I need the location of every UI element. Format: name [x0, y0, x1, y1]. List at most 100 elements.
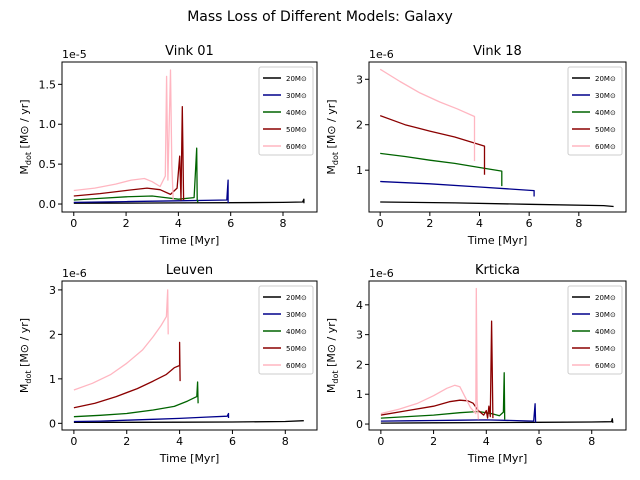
legend-box — [258, 66, 314, 156]
x-tick-label: 8 — [575, 217, 582, 230]
legend: 20M⊙ 30M⊙ 40M⊙ 50M⊙ 60M⊙ — [258, 66, 314, 156]
y-axis-label: Mdot [M⊙ / yr] — [325, 99, 340, 174]
series-line-4 — [73, 69, 174, 201]
legend-entry-label: 40M⊙ — [595, 109, 616, 117]
y-tick-label: 1.5 — [39, 78, 57, 91]
legend-entry-label: 30M⊙ — [595, 92, 616, 100]
series-line-0 — [73, 420, 304, 424]
series-line-1 — [380, 180, 535, 197]
y-axis-label: Mdot [M⊙ / yr] — [18, 318, 33, 393]
y-tick-label: 0 — [356, 418, 363, 431]
subplot-title: Vink 01 — [165, 44, 214, 59]
y-tick-label: 0.5 — [39, 158, 57, 171]
x-tick-label: 0 — [70, 217, 77, 230]
series-group — [380, 287, 614, 424]
legend: 20M⊙ 30M⊙ 40M⊙ 50M⊙ 60M⊙ — [258, 285, 314, 375]
x-tick-label: 4 — [175, 217, 182, 230]
y-axis-label: Mdot [M⊙ / yr] — [18, 99, 33, 174]
series-line-1 — [73, 179, 230, 204]
legend-entry-label: 50M⊙ — [286, 345, 307, 353]
legend-entry-label: 60M⊙ — [595, 143, 616, 151]
legend-entry-label: 30M⊙ — [286, 311, 307, 319]
subplot-title: Vink 18 — [473, 44, 522, 59]
series-group — [73, 69, 305, 204]
legend-box — [567, 66, 623, 156]
x-tick-label: 0 — [377, 435, 384, 448]
axes-frame — [368, 61, 627, 213]
x-tick-label: 8 — [588, 435, 595, 448]
x-axis-label: Time [Myr] — [467, 234, 528, 247]
legend-entry-label: 50M⊙ — [595, 126, 616, 134]
y-tick-label: 1 — [49, 373, 56, 386]
x-tick-label: 2 — [123, 217, 130, 230]
series-line-2 — [73, 147, 199, 203]
series-line-2 — [380, 152, 503, 187]
legend-entry-label: 30M⊙ — [595, 311, 616, 319]
subplot-2: 0 2 4 6 8 0 1 2 3 Leuven Time [Myr] Mdot [M⊙ / yr] 1… — [18, 263, 318, 465]
subplot-grid: 0 2 4 6 8 0.0 0.5 1.0 1.5 Vink 01 Time [Myr] Mdot [… — [18, 44, 627, 465]
legend-entry-label: 60M⊙ — [286, 362, 307, 370]
legend-entry-label: 60M⊙ — [286, 143, 307, 151]
x-tick-label: 2 — [430, 435, 437, 448]
series-line-1 — [73, 412, 230, 423]
legend: 20M⊙ 30M⊙ 40M⊙ 50M⊙ 60M⊙ — [567, 66, 623, 156]
series-line-2 — [73, 381, 199, 418]
x-tick-label: 4 — [176, 435, 183, 448]
legend-entry-label: 20M⊙ — [595, 75, 616, 83]
series-line-0 — [380, 201, 614, 208]
axes-frame — [368, 280, 627, 431]
legend-entry-label: 50M⊙ — [595, 345, 616, 353]
legend-entry-label: 50M⊙ — [286, 126, 307, 134]
legend-entry-label: 20M⊙ — [286, 294, 307, 302]
series-line-3 — [73, 341, 181, 409]
axes-frame — [61, 61, 318, 213]
y-tick-label: 1 — [356, 388, 363, 401]
x-tick-label: 2 — [426, 217, 433, 230]
x-axis-label: Time [Myr] — [159, 452, 220, 465]
y-offset-label: 1e-5 — [62, 48, 87, 61]
x-tick-label: 6 — [526, 217, 533, 230]
x-tick-label: 6 — [229, 435, 236, 448]
subplot-1: 0 2 4 6 8 1 2 3 Vink 18 Time [Myr] Mdot [M⊙ / yr] 1… — [325, 44, 627, 247]
y-tick-label: 2 — [356, 358, 363, 371]
series-line-1 — [380, 403, 537, 423]
series-line-4 — [380, 287, 480, 420]
figure-title: Mass Loss of Different Models: Galaxy — [187, 9, 453, 25]
y-offset-label: 1e-6 — [62, 267, 87, 280]
y-tick-label: 2 — [356, 119, 363, 132]
legend-entry-label: 30M⊙ — [286, 92, 307, 100]
legend-entry-label: 40M⊙ — [286, 328, 307, 336]
series-line-0 — [73, 198, 305, 204]
x-tick-label: 6 — [227, 217, 234, 230]
legend-entry-label: 40M⊙ — [595, 328, 616, 336]
y-tick-label: 2 — [49, 328, 56, 341]
y-tick-label: 0.0 — [39, 198, 57, 211]
axes-frame — [61, 280, 318, 431]
legend: 20M⊙ 30M⊙ 40M⊙ 50M⊙ 60M⊙ — [567, 285, 623, 375]
subplot-0: 0 2 4 6 8 0.0 0.5 1.0 1.5 Vink 01 Time [Myr] Mdot [… — [18, 44, 318, 247]
y-axis-label: Mdot [M⊙ / yr] — [325, 318, 340, 393]
subplot-3: 0 2 4 6 8 0 1 2 3 4 Krticka Time [Myr] Mdot [M⊙ / yr… — [325, 263, 627, 465]
series-group — [73, 289, 304, 424]
y-tick-label: 3 — [356, 73, 363, 86]
series-line-3 — [73, 106, 185, 201]
y-tick-label: 4 — [356, 299, 363, 312]
x-tick-label: 8 — [280, 217, 287, 230]
x-tick-label: 4 — [476, 217, 483, 230]
legend-entry-label: 40M⊙ — [286, 109, 307, 117]
y-offset-label: 1e-6 — [369, 267, 394, 280]
legend-entry-label: 20M⊙ — [595, 294, 616, 302]
series-line-4 — [379, 68, 476, 162]
series-line-4 — [73, 289, 169, 391]
legend-entry-label: 60M⊙ — [595, 362, 616, 370]
y-offset-label: 1e-6 — [369, 48, 394, 61]
x-tick-label: 0 — [377, 217, 384, 230]
y-tick-label: 3 — [49, 284, 56, 297]
series-line-3 — [379, 114, 486, 175]
x-tick-label: 8 — [282, 435, 289, 448]
y-tick-label: 3 — [356, 329, 363, 342]
subplot-title: Leuven — [166, 263, 213, 278]
series-line-0 — [380, 418, 614, 424]
y-tick-label: 1.0 — [39, 118, 57, 131]
